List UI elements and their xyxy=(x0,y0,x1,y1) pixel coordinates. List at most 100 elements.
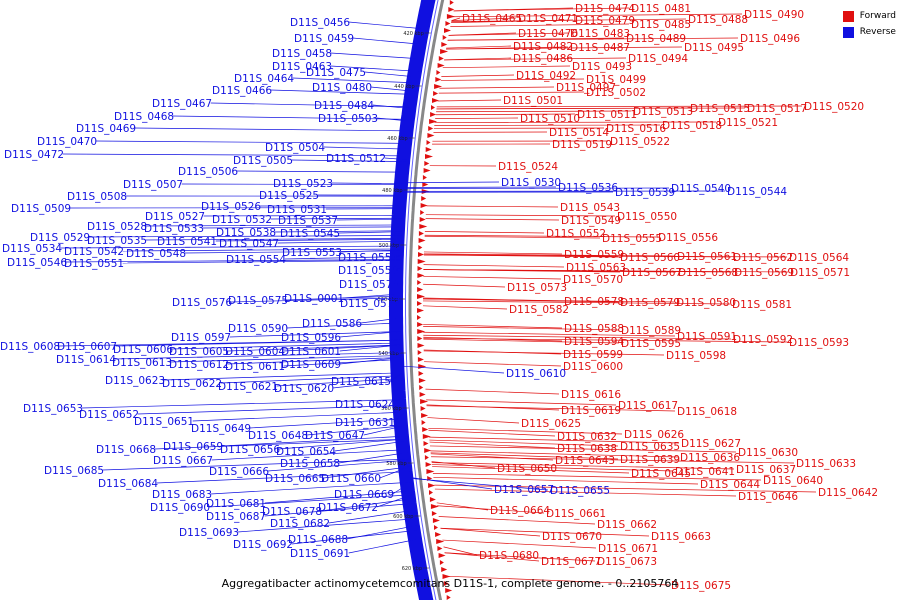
forward-gene-leader xyxy=(446,46,511,48)
forward-gene-glyph xyxy=(426,147,432,152)
forward-gene-label: D11S_0488 xyxy=(688,14,748,26)
reverse-gene-label: D11S_0468 xyxy=(114,111,174,123)
forward-gene-label: D11S_0560 xyxy=(620,252,680,264)
reverse-gene-leader xyxy=(353,38,424,44)
forward-gene-glyph xyxy=(450,0,454,5)
forward-gene-glyph xyxy=(425,455,429,460)
reverse-gene-label: D11S_0480 xyxy=(312,82,372,94)
forward-gene-glyph xyxy=(429,119,437,124)
forward-gene-glyph xyxy=(419,238,426,243)
forward-gene-label: D11S_0568 xyxy=(678,267,738,279)
legend-item-reverse: Reverse xyxy=(843,24,896,40)
forward-gene-label: D11S_0492 xyxy=(516,70,576,82)
forward-gene-glyph xyxy=(420,210,424,215)
forward-gene-glyph xyxy=(428,483,435,488)
reverse-gene-label: D11S_0665 xyxy=(265,473,325,485)
forward-gene-label: D11S_0562 xyxy=(733,252,793,264)
forward-gene-glyph xyxy=(419,385,423,390)
reverse-gene-label: D11S_0688 xyxy=(288,534,348,546)
forward-gene-label: D11S_0670 xyxy=(542,531,602,543)
forward-gene-leader xyxy=(435,118,518,119)
reverse-gene-label: D11S_0526 xyxy=(201,201,261,213)
legend-label-forward: Forward xyxy=(860,11,896,21)
reverse-gene-leader xyxy=(324,147,409,149)
reverse-gene-label: D11S_0464 xyxy=(234,73,294,85)
reverse-gene-leader xyxy=(237,171,406,172)
reverse-gene-label: D11S_0611 xyxy=(225,361,285,373)
map-caption: Aggregatibacter actinomycetemcomitans D1… xyxy=(0,577,900,590)
reverse-gene-label: D11S_0525 xyxy=(259,190,319,202)
reverse-gene-label: D11S_0666 xyxy=(209,466,269,478)
forward-gene-leader xyxy=(441,75,514,77)
forward-gene-glyph xyxy=(418,266,423,271)
forward-gene-label: D11S_0517 xyxy=(747,103,807,115)
forward-gene-label: D11S_0600 xyxy=(563,361,623,373)
reverse-gene-label: D11S_0458 xyxy=(272,48,332,60)
forward-gene-label: D11S_0515 xyxy=(690,103,750,115)
forward-gene-leader xyxy=(424,362,561,366)
reverse-gene-label: D11S_0577 xyxy=(340,298,400,310)
reverse-gene-label: D11S_0652 xyxy=(79,409,139,421)
tick-label: 440 kbp xyxy=(394,84,414,90)
forward-gene-glyph xyxy=(440,49,448,54)
reverse-gene-leader xyxy=(96,141,409,143)
reverse-gene-label: D11S_0687 xyxy=(206,511,266,523)
forward-gene-label: D11S_0662 xyxy=(597,519,657,531)
forward-gene-glyph xyxy=(418,245,422,250)
forward-gene-glyph xyxy=(443,35,447,40)
forward-gene-glyph xyxy=(418,343,425,348)
forward-gene-label: D11S_0626 xyxy=(624,429,684,441)
forward-gene-glyph xyxy=(425,154,433,159)
forward-gene-glyph xyxy=(423,434,431,439)
forward-gene-glyph xyxy=(418,364,426,369)
reverse-gene-label: D11S_0606 xyxy=(113,344,173,356)
reverse-gene-label: D11S_0528 xyxy=(87,221,147,233)
forward-gene-glyph xyxy=(430,497,436,502)
forward-gene-label: D11S_0570 xyxy=(563,274,623,286)
forward-gene-glyph xyxy=(417,287,423,292)
reverse-gene-label: D11S_0557 xyxy=(338,252,398,264)
forward-gene-glyph xyxy=(433,518,440,523)
forward-gene-label: D11S_0598 xyxy=(666,350,726,362)
reverse-gene-label: D11S_0467 xyxy=(152,98,212,110)
reverse-gene-label: D11S_0548 xyxy=(126,248,186,260)
reverse-gene-leader xyxy=(349,539,419,553)
forward-gene-glyph xyxy=(421,413,428,418)
forward-gene-glyph xyxy=(427,133,434,138)
forward-gene-label: D11S_0524 xyxy=(498,161,558,173)
forward-gene-glyph xyxy=(424,441,429,446)
reverse-gene-label: D11S_0542 xyxy=(64,246,124,258)
forward-gene-glyph xyxy=(430,112,436,117)
reverse-gene-label: D11S_0608 xyxy=(0,341,60,353)
reverse-gene-label: D11S_0507 xyxy=(123,179,183,191)
forward-gene-label: D11S_0663 xyxy=(651,531,711,543)
reverse-gene-label: D11S_0472 xyxy=(4,149,64,161)
forward-gene-glyph xyxy=(421,196,426,201)
reverse-gene-label: D11S_0684 xyxy=(98,478,158,490)
forward-gene-label: D11S_0633 xyxy=(796,458,856,470)
forward-gene-glyph xyxy=(424,161,429,166)
forward-gene-label: D11S_0564 xyxy=(789,252,849,264)
legend-item-forward: Forward xyxy=(843,8,896,24)
reverse-gene-label: D11S_0545 xyxy=(280,228,340,240)
reverse-gene-label: D11S_0544 xyxy=(727,186,787,198)
forward-gene-glyph xyxy=(424,168,431,173)
forward-gene-label: D11S_0580 xyxy=(676,297,736,309)
reverse-gene-label: D11S_0459 xyxy=(294,33,354,45)
forward-gene-glyph xyxy=(422,427,428,432)
reverse-gene-label: D11S_0683 xyxy=(152,489,212,501)
reverse-gene-label: D11S_0609 xyxy=(281,359,341,371)
forward-gene-label: D11S_0582 xyxy=(509,304,569,316)
reverse-gene-label: D11S_0523 xyxy=(273,178,333,190)
reverse-gene-label: D11S_0504 xyxy=(265,142,325,154)
reverse-gene-label: D11S_0655 xyxy=(550,485,610,497)
reverse-gene-label: D11S_0678 xyxy=(262,506,322,518)
forward-gene-label: D11S_0481 xyxy=(631,3,691,15)
forward-gene-label: D11S_0673 xyxy=(597,556,657,568)
reverse-gene-label: D11S_0659 xyxy=(163,441,223,453)
reverse-gene-label: D11S_0554 xyxy=(226,254,286,266)
forward-gene-label: D11S_0569 xyxy=(734,267,794,279)
reverse-gene-label: D11S_0656 xyxy=(220,444,280,456)
reverse-gene-label: D11S_0613 xyxy=(112,357,172,369)
